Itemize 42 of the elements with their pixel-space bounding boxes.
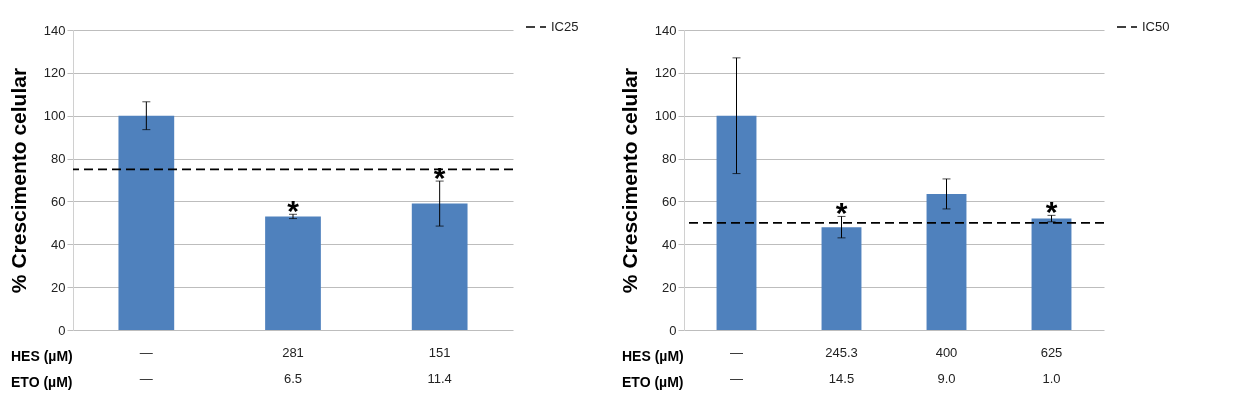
bar [411, 203, 468, 330]
y-tick-label: 140 [43, 22, 66, 38]
y-tick-label: 100 [654, 108, 677, 124]
y-tick-label: 0 [58, 322, 66, 338]
y-tick-label: 20 [662, 279, 677, 295]
bar [118, 115, 175, 330]
text: HES (µM) [622, 348, 684, 364]
bar [821, 227, 862, 330]
y-tick-label: 60 [51, 193, 66, 209]
annotation: * [835, 196, 848, 230]
x-tick-label: 151 11.4 [427, 344, 452, 386]
y-tick-label: 0 [669, 322, 677, 338]
x-tick-label: — — [139, 344, 153, 386]
y-axis-title: % Crescimento celular [6, 67, 30, 294]
text: ETO (µM) [11, 374, 73, 390]
bar [926, 193, 967, 330]
x-tick-label: 281 6.5 [282, 344, 304, 386]
y-tick-label: 60 [662, 193, 677, 209]
y-tick-label: 20 [51, 279, 66, 295]
y-tick-label: 120 [654, 65, 677, 81]
y-tick-label: 80 [662, 151, 677, 167]
y-tick-label: 80 [51, 151, 66, 167]
bar [716, 115, 757, 330]
x-tick-label: 625 1.0 [1040, 344, 1063, 386]
y-tick-label: 120 [43, 65, 66, 81]
text: HES (µM) [11, 348, 73, 364]
annotation: * [287, 194, 300, 228]
bar [1031, 218, 1072, 330]
text: ETO (µM) [622, 374, 684, 390]
y-tick-label: 100 [43, 108, 66, 124]
y-tick-label: 40 [51, 236, 66, 252]
y-tick-label: 140 [654, 22, 677, 38]
legend-label: IC50 [1142, 19, 1170, 34]
x-tick-label: 245.3 14.5 [825, 344, 858, 386]
legend-label: IC25 [551, 19, 579, 34]
x-tick-label: — — [730, 344, 743, 386]
annotation: * [1045, 195, 1058, 229]
y-axis-title: % Crescimento celular [617, 67, 641, 294]
bar [265, 216, 321, 330]
x-tick-label: 400 9.0 [935, 344, 958, 386]
annotation: * [433, 161, 446, 195]
y-tick-label: 40 [662, 236, 677, 252]
